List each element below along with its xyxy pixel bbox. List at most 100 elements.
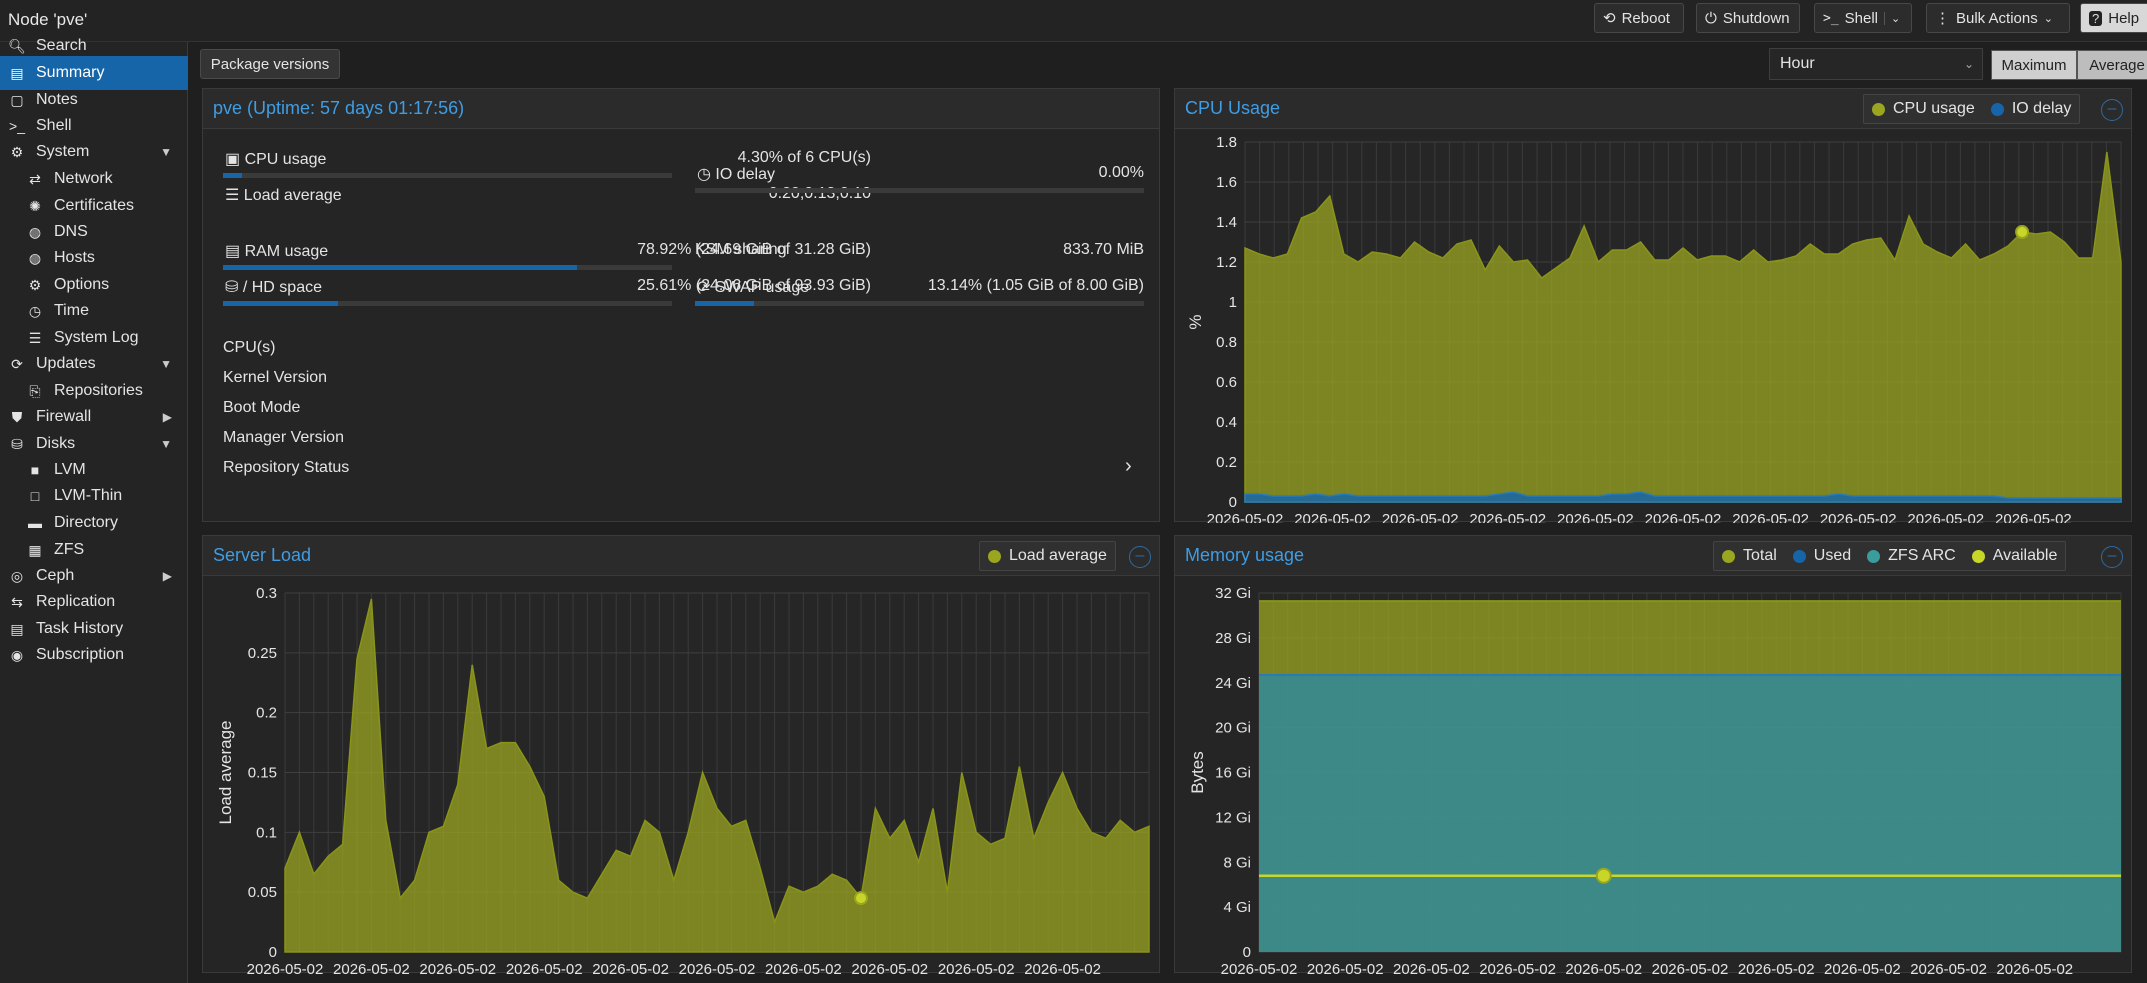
sidebar-item-hosts[interactable]: ◍ Hosts — [0, 241, 188, 275]
shutdown-button[interactable]: ⏻ Shutdown — [1696, 3, 1800, 33]
refresh-icon: ⟳ — [697, 279, 711, 296]
sidebar-item-system-log[interactable]: ☰ System Log — [0, 321, 188, 355]
undo-zoom-icon[interactable]: – — [1129, 546, 1151, 568]
legend-item-total[interactable]: Total — [1722, 547, 1777, 565]
chevron-down-icon[interactable]: ▼ — [160, 357, 172, 371]
sidebar-item-label: Options — [54, 276, 110, 293]
sidebar-item-time[interactable]: ◷ Time — [0, 294, 188, 328]
y-tick-label: 0.1 — [256, 824, 277, 841]
chevron-down-icon: ⌄ — [1963, 57, 1974, 71]
undo-zoom-icon[interactable]: – — [2101, 546, 2123, 568]
sidebar: 🔍︎ Search ▤ Summary ▢ Notes >_ Shell ⚙ System ▼ ⇄ Ne… — [0, 37, 188, 983]
question-icon: ? — [2089, 10, 2103, 26]
y-tick-label: 0.2 — [256, 705, 277, 722]
sidebar-item-task-history[interactable]: ▤ Task History — [0, 612, 188, 646]
legend-item-used[interactable]: Used — [1792, 547, 1851, 565]
timeframe-select[interactable]: Hour ⌄ — [1769, 48, 1983, 80]
shell-button[interactable]: >_ Shell ⌄ — [1814, 3, 1912, 33]
cpu-usage-panel: CPU Usage CPU usage IO delay – 0 0.2 0.4 0.… — [1174, 88, 2132, 523]
undo-zoom-icon[interactable]: – — [2101, 99, 2123, 121]
memory-usage-title: Memory usage — [1185, 545, 1305, 565]
x-tick-date: 2026-05-02 — [1307, 961, 1384, 974]
globe-icon: ◍ — [28, 223, 42, 240]
load-average-row: ☰ Load average — [225, 185, 342, 205]
x-tick-date: 2026-05-02 — [1469, 511, 1546, 523]
highlight-point — [854, 891, 868, 906]
sidebar-item-certificates[interactable]: ✺ Certificates — [0, 189, 188, 223]
y-tick-label: 0.4 — [1216, 414, 1237, 431]
x-tick-date: 2026-05-02 — [247, 961, 324, 974]
node-title: Node 'pve' — [8, 10, 88, 29]
sidebar-item-search[interactable]: 🔍︎ Search — [0, 29, 188, 63]
sidebar-item-summary[interactable]: ▤ Summary — [0, 56, 188, 90]
x-tick-date: 2026-05-02 — [1820, 511, 1897, 523]
sidebar-item-lvm[interactable]: ■ LVM — [0, 453, 188, 487]
sidebar-item-replication[interactable]: ⇆ Replication — [0, 585, 188, 619]
sidebar-item-updates[interactable]: ⟳ Updates ▼ — [0, 347, 188, 381]
sidebar-item-notes[interactable]: ▢ Notes — [0, 83, 188, 117]
x-tick-date: 2026-05-02 — [1479, 961, 1556, 974]
sidebar-item-firewall[interactable]: ⛊ Firewall ▶ — [0, 400, 188, 434]
y-tick-label: 28 Gi — [1215, 630, 1251, 647]
sidebar-item-label: Updates — [36, 355, 96, 372]
reboot-button[interactable]: ⟲ Reboot — [1594, 3, 1684, 33]
legend-item-load-average[interactable]: Load average — [988, 547, 1107, 565]
info-manager-version: Manager Version — [223, 429, 344, 446]
average-toggle[interactable]: Average — [2077, 50, 2147, 80]
info-repository-status: Repository Status — [223, 459, 350, 476]
sidebar-item-label: Replication — [36, 593, 116, 610]
sidebar-item-lvm-thin[interactable]: □ LVM-Thin — [0, 479, 188, 513]
x-tick-date: 2026-05-02 — [1732, 511, 1809, 523]
support-icon: ◉ — [10, 646, 24, 663]
chevron-down-icon[interactable]: ▼ — [160, 437, 172, 451]
sidebar-item-system[interactable]: ⚙ System ▼ — [0, 135, 188, 169]
square-outline-icon: □ — [30, 488, 40, 504]
sidebar-item-ceph[interactable]: ◎ Ceph ▶ — [0, 559, 188, 593]
y-tick-label: 0.3 — [256, 585, 277, 602]
timeframe-value: Hour — [1780, 55, 1815, 72]
swap-usage-row: ⟳ SWAP usage — [697, 277, 809, 297]
x-tick-date: 2026-05-02 — [1652, 961, 1729, 974]
legend-item-zfs-arc[interactable]: ZFS ARC — [1867, 547, 1956, 565]
sidebar-item-zfs[interactable]: ▦ ZFS — [0, 533, 188, 567]
sidebar-item-label: Firewall — [36, 408, 92, 425]
y-tick-label: 0 — [1243, 944, 1251, 961]
gear-icon: ⚙ — [28, 276, 42, 293]
bulk-actions-button[interactable]: ⋮ Bulk Actions ⌄ — [1926, 3, 2070, 33]
chevron-down-icon[interactable]: ▼ — [160, 145, 172, 159]
status-panel: pve (Uptime: 57 days 01:17:56) ▣ CPU usa… — [202, 88, 1160, 522]
maximum-toggle[interactable]: Maximum — [1991, 50, 2077, 80]
sidebar-item-shell[interactable]: >_ Shell — [0, 109, 188, 143]
x-tick-date: 2026-05-02 — [765, 961, 842, 974]
sidebar-item-repositories[interactable]: ⎘ Repositories — [0, 374, 188, 408]
chevron-right-icon[interactable]: › — [1125, 455, 1132, 477]
help-button[interactable]: ? Help — [2080, 3, 2147, 33]
sidebar-item-label: Disks — [36, 435, 76, 452]
sidebar-item-options[interactable]: ⚙ Options — [0, 268, 188, 302]
sidebar-item-disks[interactable]: ⛁ Disks ▼ — [0, 427, 188, 461]
legend-item-cpu-usage[interactable]: CPU usage — [1872, 100, 1975, 118]
legend-item-io-delay[interactable]: IO delay — [1990, 100, 2071, 118]
sidebar-item-dns[interactable]: ◍ DNS — [0, 215, 188, 249]
ksm-sharing-label: KSM sharing — [695, 241, 787, 258]
legend-item-available[interactable]: Available — [1971, 547, 2057, 565]
sidebar-item-subscription[interactable]: ◉ Subscription — [0, 638, 188, 672]
x-tick-date: 2026-05-02 — [1557, 511, 1634, 523]
chevron-down-icon[interactable]: ⌄ — [1884, 11, 1900, 25]
grid-icon: ▦ — [28, 541, 42, 558]
help-label: Help — [2108, 9, 2140, 27]
sidebar-item-label: Hosts — [54, 249, 95, 266]
server-load-title: Server Load — [213, 545, 312, 565]
chevron-right-icon[interactable]: ▶ — [162, 410, 172, 424]
sidebar-item-network[interactable]: ⇄ Network — [0, 162, 188, 196]
x-tick-date: 2026-05-02 — [1907, 511, 1984, 523]
status-title: pve (Uptime: 57 days 01:17:56) — [213, 98, 465, 118]
chevron-right-icon[interactable]: ▶ — [162, 569, 172, 583]
series-area-io-delay — [1244, 491, 2122, 503]
certificate-icon: ✺ — [29, 197, 41, 214]
x-tick-date: 2026-05-02 — [1294, 511, 1371, 523]
cpu-usage-title: CPU Usage — [1185, 98, 1281, 118]
sidebar-item-directory[interactable]: ▬ Directory — [0, 506, 188, 540]
list-icon: ☰ — [28, 329, 42, 346]
package-versions-button[interactable]: Package versions — [200, 49, 340, 79]
